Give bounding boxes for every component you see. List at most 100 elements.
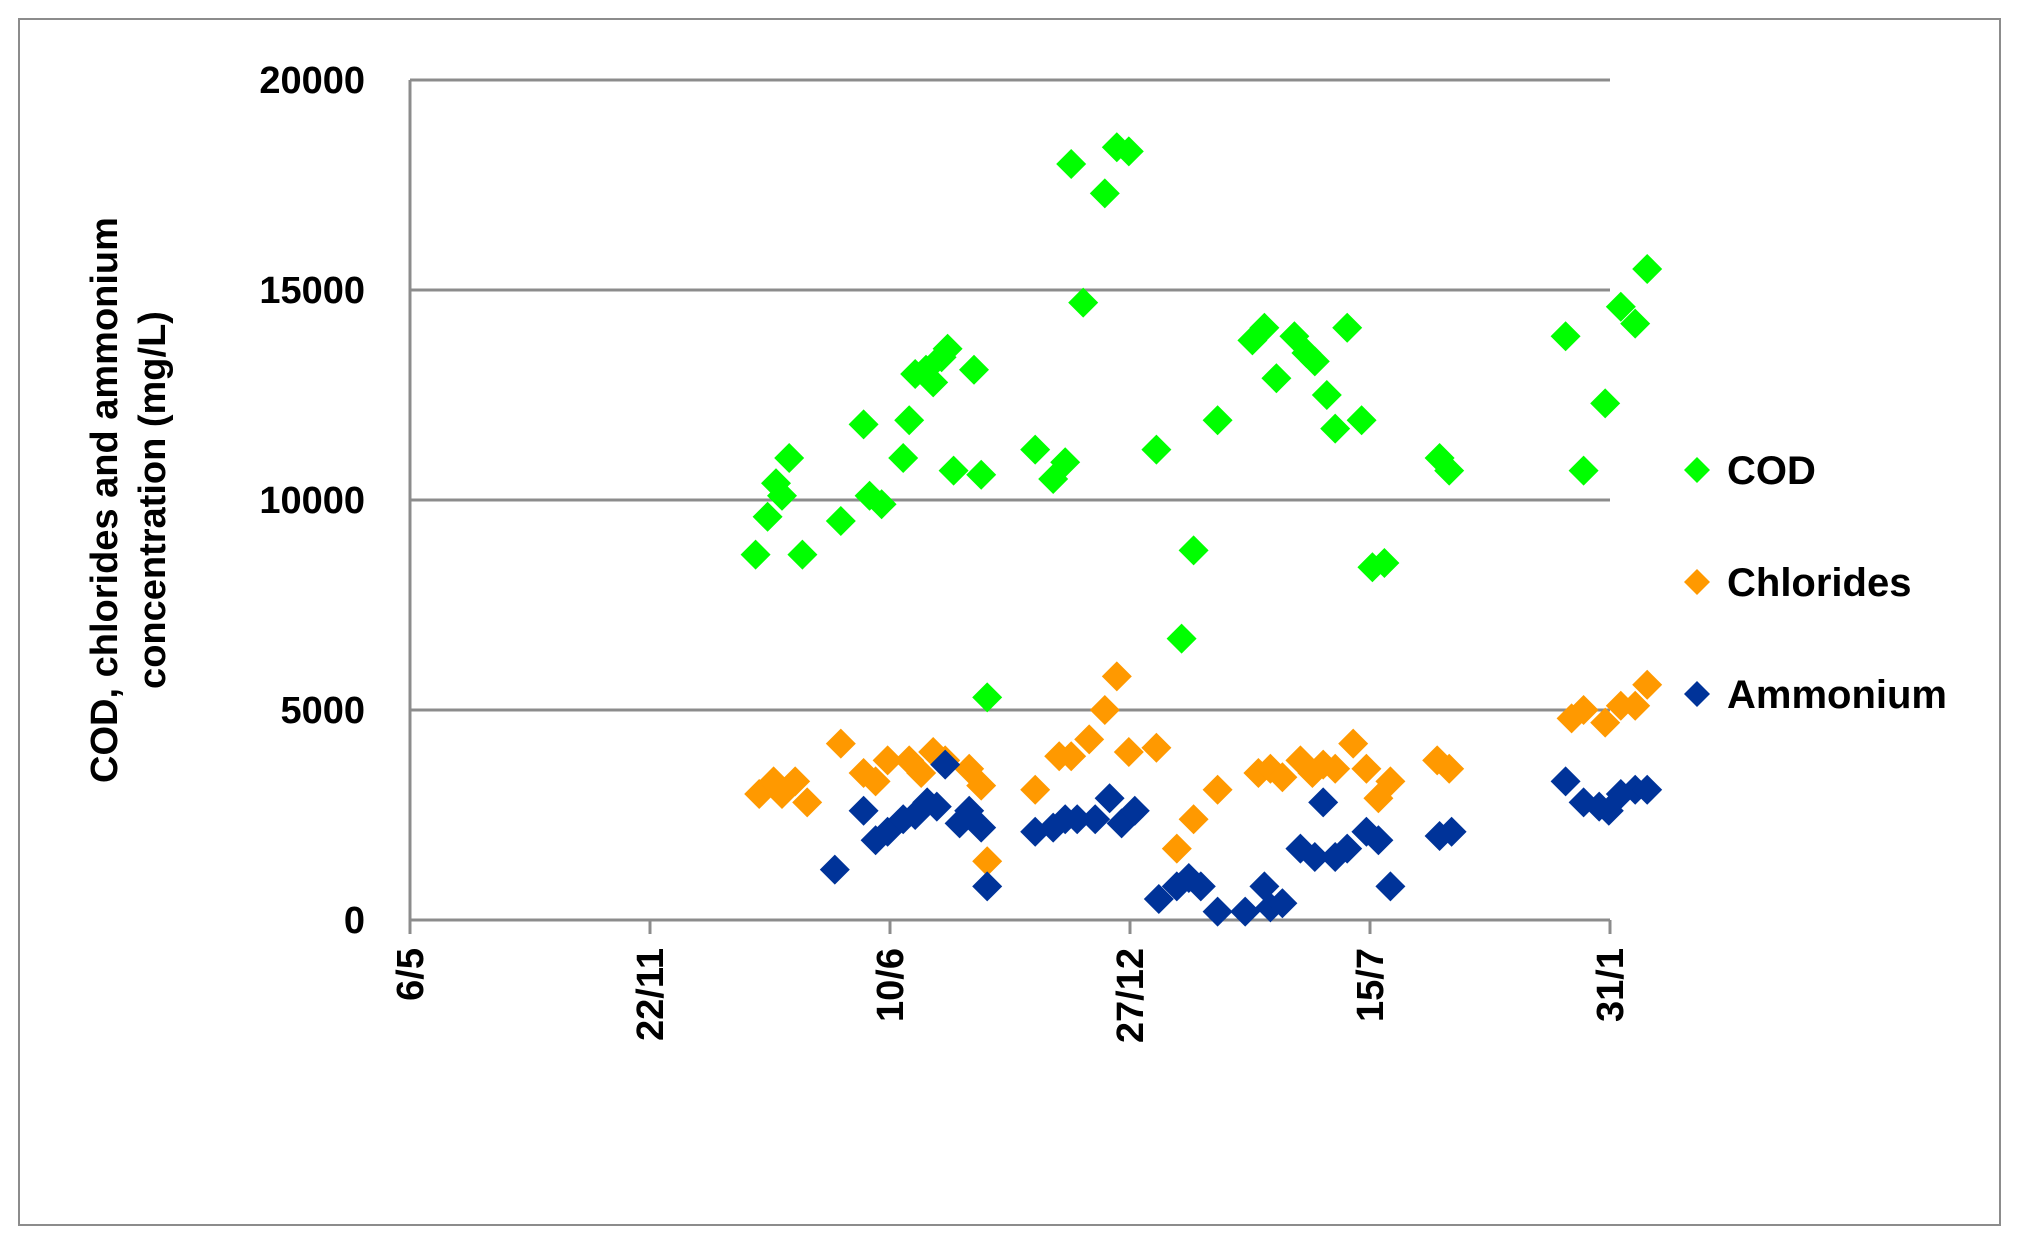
point-cod — [1202, 405, 1233, 436]
y-tick-labels: 0 5000 10000 15000 20000 — [259, 60, 365, 942]
point-cod — [972, 682, 1003, 713]
point-cod — [1261, 363, 1292, 394]
point-chlorides — [1089, 695, 1120, 725]
point-cod — [1568, 455, 1599, 486]
point-chlorides — [906, 758, 937, 788]
point-chlorides — [1434, 753, 1465, 784]
point-chlorides — [1056, 741, 1087, 772]
point-cod — [932, 333, 963, 364]
point-cod — [1550, 321, 1581, 352]
point-cod — [1113, 136, 1144, 167]
point-cod — [740, 539, 771, 570]
point-ammonium — [1550, 766, 1581, 797]
point-ammonium — [1308, 787, 1339, 818]
data-points — [740, 132, 1663, 927]
legend-label-cod: COD — [1727, 449, 1816, 493]
point-cod — [1320, 413, 1351, 444]
legend-label-ammonium: Ammonium — [1727, 673, 1947, 717]
x-tick-label: 27/12 — [1110, 948, 1152, 1043]
point-chlorides — [1620, 690, 1651, 721]
point-chlorides — [1178, 804, 1209, 835]
legend-marker-chlorides — [1684, 569, 1710, 595]
point-cod — [825, 506, 856, 536]
point-cod — [1369, 548, 1400, 578]
y-axis-title-line: concentration (mg/L) — [132, 311, 174, 689]
point-chlorides — [1074, 724, 1105, 755]
point-ammonium — [1094, 783, 1125, 814]
y-tick-label: 0 — [344, 900, 365, 942]
point-chlorides — [860, 766, 891, 797]
point-cod — [1346, 405, 1377, 436]
point-cod — [1620, 308, 1651, 339]
chart-frame — [18, 18, 2001, 1226]
grid-lines — [410, 78, 1610, 712]
legend: COD Chlorides Ammonium — [1684, 449, 1947, 717]
point-cod — [1141, 434, 1172, 465]
legend-label-chlorides: Chlorides — [1727, 561, 1911, 605]
point-chlorides — [825, 728, 856, 759]
point-ammonium — [1185, 871, 1216, 902]
point-ammonium — [819, 854, 850, 885]
point-ammonium — [1267, 888, 1298, 919]
point-chlorides — [1267, 762, 1298, 793]
point-ammonium — [966, 812, 997, 843]
point-ammonium — [1062, 804, 1093, 835]
y-tick-label: 15000 — [259, 270, 365, 312]
x-tick-label: 31/1 — [1590, 948, 1632, 1022]
y-axis-title-line: COD, chlorides and ammonium — [84, 217, 126, 783]
point-ammonium — [1202, 896, 1233, 927]
point-cod — [787, 539, 818, 570]
point-cod — [1166, 623, 1197, 654]
point-ammonium — [1363, 825, 1394, 856]
x-tick-label: 6/5 — [390, 948, 432, 1001]
point-chlorides — [1568, 695, 1599, 725]
point-cod — [1434, 455, 1465, 486]
point-chlorides — [1020, 774, 1051, 805]
point-cod — [1050, 447, 1081, 478]
point-cod — [1020, 434, 1051, 465]
point-cod — [888, 443, 919, 473]
y-tick-label: 20000 — [259, 60, 365, 102]
point-chlorides — [780, 766, 811, 797]
y-tick-label: 5000 — [280, 690, 365, 732]
x-tick-label: 15/7 — [1350, 948, 1392, 1022]
point-cod — [752, 501, 783, 532]
point-cod — [938, 455, 969, 486]
point-cod — [1249, 312, 1280, 343]
x-tick-labels: 6/5 22/11 10/6 27/12 15/7 31/1 — [390, 948, 1632, 1043]
point-ammonium — [1436, 816, 1467, 847]
point-ammonium — [848, 795, 879, 826]
point-cod — [1311, 380, 1342, 410]
point-cod — [866, 489, 897, 520]
point-cod — [918, 367, 949, 398]
point-cod — [966, 459, 997, 490]
point-chlorides — [966, 770, 997, 801]
point-ammonium — [1332, 833, 1363, 864]
point-cod — [848, 409, 879, 440]
point-chlorides — [1113, 737, 1144, 767]
legend-marker-cod — [1684, 457, 1710, 483]
point-chlorides — [872, 745, 903, 776]
point-chlorides — [1202, 774, 1233, 805]
point-chlorides — [1338, 728, 1369, 759]
point-ammonium — [921, 791, 952, 822]
point-cod — [1299, 346, 1330, 377]
y-axis-title: COD, chlorides and ammonium concentration… — [84, 217, 174, 783]
point-ammonium — [1080, 804, 1111, 835]
point-ammonium — [930, 749, 961, 780]
point-chlorides — [972, 846, 1003, 877]
point-cod — [1632, 254, 1663, 284]
point-ammonium — [1632, 774, 1663, 805]
point-chlorides — [1161, 833, 1192, 864]
point-ammonium — [972, 871, 1003, 902]
point-cod — [1089, 178, 1120, 209]
point-ammonium — [1299, 842, 1330, 872]
point-ammonium — [1375, 871, 1406, 902]
point-cod — [1590, 388, 1621, 419]
point-cod — [1056, 149, 1087, 179]
point-ammonium — [1119, 795, 1150, 826]
point-chlorides — [1141, 732, 1172, 763]
point-cod — [959, 354, 989, 385]
point-chlorides — [1320, 753, 1351, 784]
